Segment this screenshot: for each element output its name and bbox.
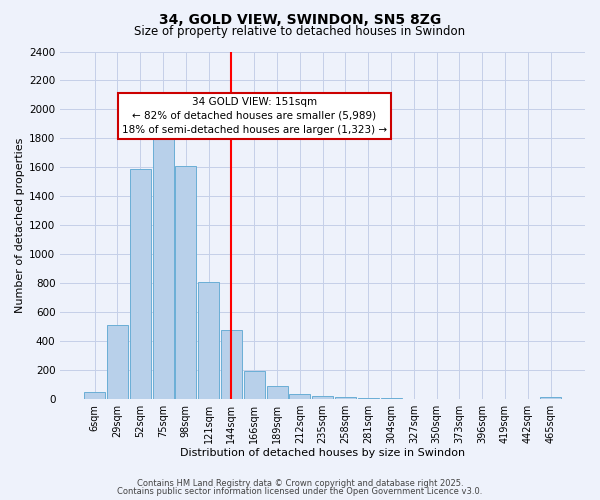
Bar (84, 392, 105, 399)
Bar (289, 394, 310, 399)
Bar (358, 398, 379, 399)
Text: 34, GOLD VIEW, SWINDON, SN5 8ZG: 34, GOLD VIEW, SWINDON, SN5 8ZG (159, 12, 441, 26)
Text: 34 GOLD VIEW: 151sqm
← 82% of detached houses are smaller (5,989)
18% of semi-de: 34 GOLD VIEW: 151sqm ← 82% of detached h… (122, 96, 387, 134)
X-axis label: Distribution of detached houses by size in Swindon: Distribution of detached houses by size … (180, 448, 465, 458)
Bar (312, 396, 333, 399)
Bar (175, 166, 196, 399)
Bar (130, 169, 151, 399)
Text: Size of property relative to detached houses in Swindon: Size of property relative to detached ho… (134, 25, 466, 38)
Bar (380, 398, 401, 399)
Bar (107, 325, 128, 399)
Bar (540, 397, 561, 399)
Text: Contains HM Land Registry data © Crown copyright and database right 2025.: Contains HM Land Registry data © Crown c… (137, 478, 463, 488)
Bar (221, 330, 242, 399)
Text: Contains public sector information licensed under the Open Government Licence v3: Contains public sector information licen… (118, 487, 482, 496)
Y-axis label: Number of detached properties: Number of detached properties (15, 138, 25, 313)
Bar (198, 282, 219, 399)
Bar (266, 386, 287, 399)
Bar (152, 115, 173, 399)
Bar (335, 398, 356, 399)
Bar (244, 371, 265, 399)
